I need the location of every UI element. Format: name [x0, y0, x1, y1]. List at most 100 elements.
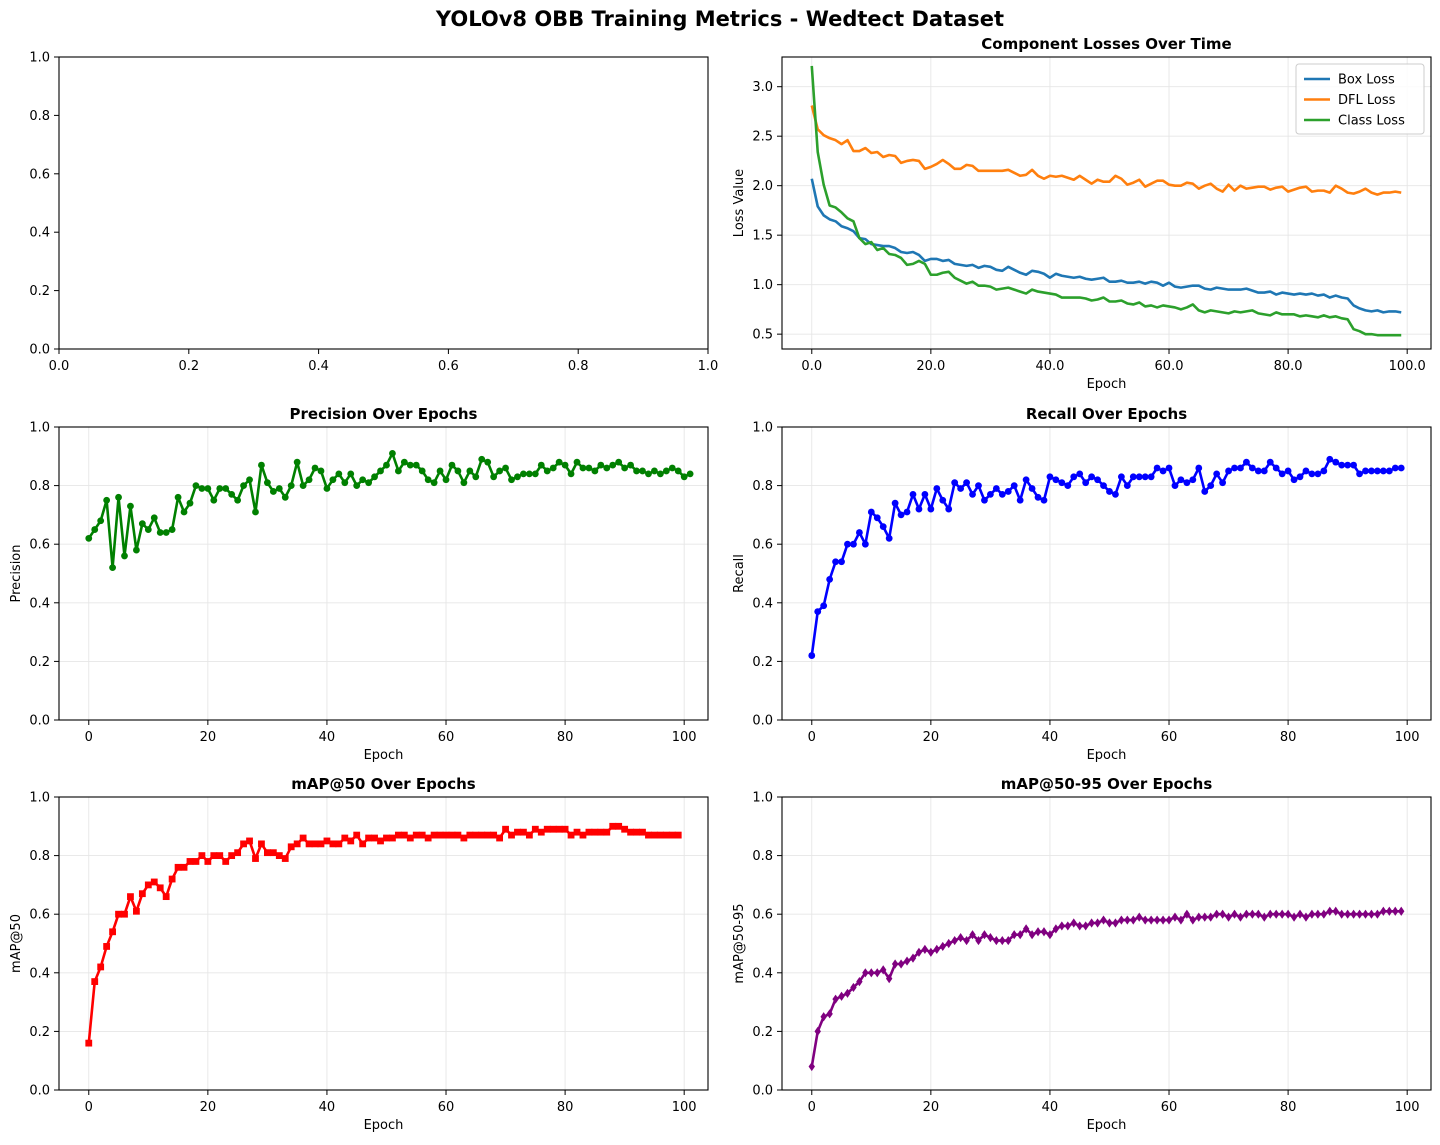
data-point [335, 470, 343, 478]
data-point [579, 464, 587, 472]
data-point [1106, 918, 1113, 928]
data-point [933, 944, 941, 954]
data-point [323, 837, 331, 845]
data-point [1296, 473, 1304, 481]
data-point [371, 834, 378, 842]
y-tick-label: 2.5 [752, 130, 773, 145]
legend: Box Loss DFL Loss Class Loss [1295, 63, 1425, 135]
data-point [454, 831, 462, 839]
chart-recall: 0 20 40 60 80 100 0.0 0.2 0.4 0.6 0.8 1.0 Recall Ove… [732, 405, 1432, 763]
data-point [484, 458, 492, 466]
data-point [359, 840, 367, 848]
data-point [573, 828, 581, 836]
data-point [436, 831, 444, 839]
data-point [109, 564, 116, 572]
data-point [127, 502, 134, 510]
data-point [975, 935, 982, 946]
data-point [216, 485, 224, 492]
data-point [1368, 467, 1375, 475]
data-point [210, 852, 218, 859]
legend-label: Box Loss [1338, 73, 1395, 88]
data-point [341, 479, 349, 487]
data-point [915, 505, 923, 513]
data-point [621, 825, 629, 833]
data-point [1076, 470, 1084, 478]
data-point [1237, 464, 1244, 472]
data-point [1040, 927, 1048, 937]
data-point [1350, 461, 1357, 469]
data-point [508, 831, 515, 839]
y-axis-label: Recall [732, 554, 747, 593]
data-point [1100, 482, 1107, 489]
data-point [121, 910, 128, 918]
data-point [1058, 479, 1066, 487]
data-point [662, 467, 670, 475]
plot-frame [781, 426, 1432, 721]
data-point [204, 485, 212, 492]
data-point [921, 944, 929, 954]
data-point [383, 461, 390, 469]
y-tick-label: 1.5 [752, 229, 773, 244]
y-tick-label: 0.5 [752, 328, 773, 343]
data-point [1314, 470, 1322, 478]
chart-title: mAP@50-95 Over Epochs [1001, 775, 1213, 793]
x-tick-label: 40 [1042, 730, 1059, 745]
data-point [609, 461, 617, 469]
x-tick-label: 0 [808, 730, 816, 745]
y-tick-label: 1.0 [752, 421, 773, 436]
y-tick-label: 0.2 [752, 1025, 773, 1040]
data-point [1064, 482, 1072, 489]
data-point [144, 881, 152, 889]
data-point [258, 840, 265, 848]
x-tick-label: 20.0 [916, 359, 945, 374]
data-point [168, 526, 176, 533]
data-point [1314, 909, 1322, 919]
y-tick-label: 0.6 [29, 908, 50, 923]
y-tick-label: 0.4 [29, 596, 50, 611]
data-point [820, 1012, 827, 1022]
x-tick-label: 0.6 [438, 359, 459, 374]
data-point [674, 467, 682, 475]
x-tick-label: 100 [672, 730, 697, 745]
data-point [1159, 915, 1167, 925]
data-point [311, 464, 319, 472]
data-point [1225, 467, 1232, 475]
data-point [615, 458, 623, 466]
data-point [1183, 909, 1191, 919]
data-point [91, 978, 99, 985]
series-line [810, 457, 1402, 656]
plot-frame [58, 796, 709, 1091]
data-point [963, 479, 970, 487]
y-tick-label: 1.0 [752, 791, 773, 806]
data-point [484, 831, 492, 839]
data-point [850, 982, 857, 993]
data-point [1207, 482, 1215, 489]
y-tick-label: 0.0 [29, 714, 50, 729]
data-point [1296, 909, 1304, 919]
data-point [347, 837, 355, 845]
data-point [844, 540, 851, 548]
chart-title: Component Losses Over Time [981, 35, 1231, 53]
x-tick-label: 60.0 [1155, 359, 1184, 374]
data-point [365, 834, 373, 842]
data-point [216, 852, 224, 859]
data-point [1374, 467, 1381, 475]
data-point [1016, 930, 1024, 940]
data-point [1183, 479, 1191, 487]
x-tick-label: 0.2 [178, 359, 199, 374]
y-tick-label: 1.0 [29, 51, 50, 66]
data-point [1028, 930, 1036, 940]
data-point [442, 831, 450, 839]
data-point [1225, 912, 1232, 922]
data-point [240, 482, 247, 489]
data-point [400, 458, 408, 466]
x-tick-label: 80 [1280, 1100, 1297, 1115]
data-point [1368, 909, 1375, 919]
data-point [186, 499, 194, 507]
x-axis-label: Epoch [364, 1118, 404, 1133]
data-point [1284, 467, 1292, 475]
data-point [1332, 906, 1339, 916]
data-point [383, 834, 390, 842]
plot-frame [781, 796, 1432, 1091]
